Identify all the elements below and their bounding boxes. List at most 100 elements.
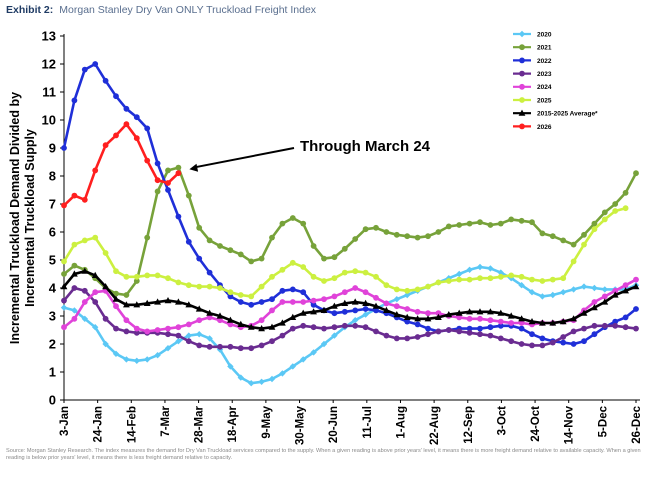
data-point (456, 270, 463, 278)
data-point (289, 286, 296, 293)
data-point (633, 325, 639, 332)
data-point (289, 299, 296, 305)
data-point (102, 283, 109, 290)
data-point (258, 342, 265, 349)
data-point (321, 325, 327, 332)
data-point (81, 66, 88, 73)
data-point (477, 315, 483, 322)
data-point (227, 289, 234, 296)
data-point (61, 297, 67, 304)
data-point (519, 83, 525, 90)
data-point (425, 283, 431, 290)
data-point (456, 314, 463, 321)
data-point (258, 283, 265, 290)
data-point (279, 287, 286, 294)
data-point (196, 331, 203, 338)
data-point (165, 187, 171, 193)
data-point (612, 318, 619, 325)
data-point (539, 230, 546, 237)
data-point (352, 285, 359, 291)
data-point (71, 315, 78, 322)
data-point (91, 271, 99, 278)
data-point (206, 237, 213, 244)
data-point (352, 322, 359, 329)
data-point (269, 307, 275, 314)
data-point (248, 380, 255, 387)
data-point (133, 278, 140, 284)
data-point (393, 231, 400, 238)
data-point (237, 299, 244, 305)
data-point (300, 289, 307, 296)
data-point (362, 306, 369, 312)
data-point (206, 269, 213, 276)
data-point (321, 278, 327, 284)
data-point (539, 335, 546, 342)
data-point (601, 209, 608, 216)
data-point (81, 267, 89, 274)
data-point (144, 272, 151, 279)
data-point (310, 273, 317, 280)
data-point (113, 132, 119, 139)
data-point (466, 308, 473, 315)
y-tick-label: 3 (49, 309, 56, 324)
data-point (289, 259, 296, 266)
data-point (113, 303, 119, 310)
data-point (258, 378, 265, 385)
data-point (227, 321, 234, 328)
data-point (154, 177, 161, 184)
data-point (300, 322, 307, 329)
data-point (476, 308, 484, 315)
data-point (217, 243, 223, 249)
data-point (258, 317, 265, 324)
data-point (560, 339, 567, 346)
series-2025 (61, 205, 629, 300)
data-point (518, 341, 525, 347)
data-point (560, 237, 567, 244)
data-point (393, 311, 401, 318)
data-point (279, 370, 286, 377)
data-point (92, 234, 99, 241)
data-point (383, 282, 390, 289)
data-point (352, 268, 359, 275)
data-point (216, 312, 224, 319)
x-tick-label: 30-May (295, 405, 307, 445)
data-point (633, 170, 639, 177)
y-tick-label: 6 (49, 225, 56, 240)
data-point (519, 57, 525, 64)
data-point (445, 327, 452, 333)
data-point (383, 229, 390, 235)
data-point (123, 317, 130, 324)
data-point (549, 319, 557, 326)
y-tick-label: 5 (49, 253, 56, 268)
y-tick-label: 1 (49, 365, 56, 380)
data-point (455, 309, 463, 316)
data-point (196, 317, 203, 324)
data-point (206, 309, 213, 316)
series-2015-2025-average- (60, 267, 640, 332)
data-point (352, 307, 359, 314)
legend-entry: 2024 (513, 83, 552, 91)
data-point (258, 299, 265, 305)
source-note: Source: Morgan Stanley Research. The ind… (6, 448, 641, 461)
data-point (289, 325, 296, 332)
data-point (622, 205, 629, 212)
data-point (622, 287, 629, 294)
data-point (539, 319, 546, 326)
data-point (352, 317, 359, 324)
data-point (518, 315, 525, 322)
data-point (633, 306, 639, 312)
data-point (217, 343, 223, 350)
data-point (591, 220, 598, 227)
data-point (529, 276, 535, 283)
legend-entry: 2022 (513, 57, 552, 65)
y-tick-label: 0 (49, 393, 56, 408)
chart-title: Morgan Stanley Dry Van ONLY Truckload Fr… (59, 4, 317, 16)
data-point (154, 298, 161, 305)
data-point (373, 224, 379, 231)
data-point (102, 142, 109, 149)
data-point (321, 255, 327, 262)
legend-label: 2023 (537, 71, 552, 78)
data-point (497, 322, 504, 329)
data-point (144, 125, 151, 132)
y-tick-label: 4 (49, 281, 57, 296)
